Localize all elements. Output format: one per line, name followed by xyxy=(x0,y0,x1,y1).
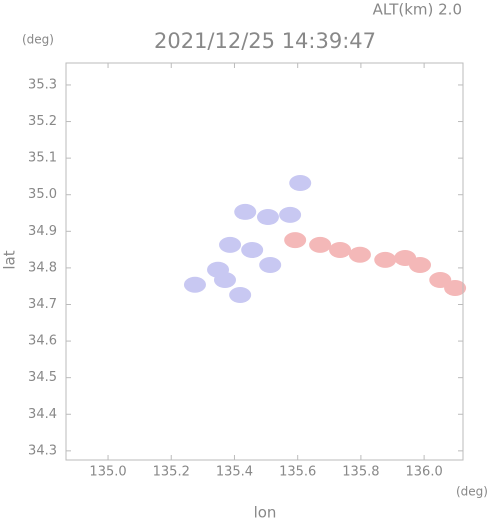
x-tick-label: 135.8 xyxy=(342,465,379,480)
echo-cell xyxy=(256,209,279,226)
plot-frame xyxy=(65,62,464,461)
echo-cell xyxy=(229,286,252,303)
echo-cell xyxy=(234,203,257,220)
y-tick-label: 35.1 xyxy=(28,151,57,166)
echo-cell xyxy=(279,206,302,223)
y-tick-label: 34.8 xyxy=(28,260,57,275)
echo-cell xyxy=(444,280,467,297)
chart-title: 2021/12/25 14:39:47 xyxy=(154,29,376,53)
altitude-label: ALT(km) 2.0 xyxy=(373,1,462,19)
y-tick-label: 34.7 xyxy=(28,297,57,312)
y-tick-label: 34.6 xyxy=(28,334,57,349)
x-tick-label: 135.4 xyxy=(216,465,253,480)
x-axis-label: lon xyxy=(254,504,277,521)
y-tick-label: 35.3 xyxy=(28,77,57,92)
x-tick-label: 135.6 xyxy=(279,465,316,480)
y-axis-label: lat xyxy=(1,250,19,269)
echo-cell xyxy=(241,241,264,258)
y-tick-label: 34.3 xyxy=(28,443,57,458)
y-tick-label: 35.2 xyxy=(28,114,57,129)
x-unit: (deg) xyxy=(456,485,488,499)
plot-marks xyxy=(183,175,467,303)
y-tick-label: 34.4 xyxy=(28,407,57,422)
echo-cell xyxy=(219,236,242,253)
y-tick-label: 34.9 xyxy=(28,224,57,239)
echo-cell xyxy=(309,236,332,253)
echo-cell xyxy=(259,256,282,273)
echo-cell xyxy=(329,241,352,258)
y-tick-label: 35.0 xyxy=(28,187,57,202)
y-tick-label: 34.5 xyxy=(28,370,57,385)
echo-cell xyxy=(409,256,432,273)
echo-cell xyxy=(374,251,397,268)
x-tick-label: 136.0 xyxy=(406,465,443,480)
x-tick-label: 135.0 xyxy=(89,465,126,480)
echo-cell xyxy=(213,271,236,288)
echo-cell xyxy=(289,175,312,192)
y-unit: (deg) xyxy=(22,33,54,47)
echo-cell xyxy=(348,246,371,263)
echo-cell xyxy=(284,232,307,249)
x-tick-label: 135.2 xyxy=(153,465,190,480)
echo-cell xyxy=(183,276,206,293)
